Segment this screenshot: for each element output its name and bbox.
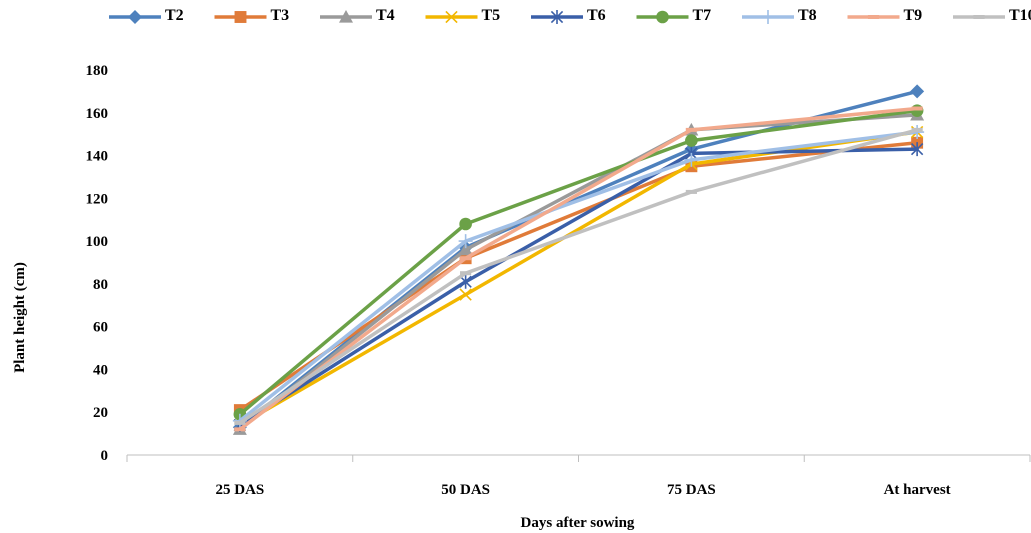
legend-marker-swatch <box>128 10 142 24</box>
legend-item-t9: T9 <box>847 7 923 24</box>
x-axis-tick-label: At harvest <box>884 482 951 498</box>
x-axis-tick-label: 25 DAS <box>215 482 264 498</box>
legend-label: T8 <box>798 7 817 24</box>
legend-marker-swatch <box>234 11 247 23</box>
data-point-t7 <box>459 217 472 231</box>
legend-marker-swatch <box>550 10 564 24</box>
legend-item-t6: T6 <box>531 7 606 24</box>
legend-item-t3: T3 <box>214 7 290 24</box>
series-t6 <box>233 142 924 433</box>
series-line-t9 <box>238 106 919 432</box>
y-axis-tick-label: 40 <box>93 362 108 378</box>
series-line-t2 <box>238 89 919 429</box>
data-point-t10 <box>911 127 923 132</box>
x-axis-tick-labels: 25 DAS 50 DAS 75 DAS At harvest <box>215 482 950 498</box>
chart-axes <box>126 454 1031 462</box>
data-point-t10 <box>234 420 246 425</box>
legend-marker-swatch <box>339 10 353 23</box>
y-axis-tick-label: 60 <box>93 320 108 336</box>
legend-label: T10 <box>1009 7 1031 24</box>
y-axis-tick-label: 140 <box>86 149 109 165</box>
legend-item-t8: T8 <box>742 7 817 24</box>
y-axis-tick-label: 80 <box>93 277 108 293</box>
series-line-t4 <box>238 113 919 432</box>
data-point-t9 <box>685 127 697 132</box>
data-point-t9 <box>911 106 923 111</box>
data-point-t10 <box>685 189 697 194</box>
y-axis-tick-label: 180 <box>86 63 109 79</box>
legend-marker-swatch <box>656 10 669 24</box>
data-point-t9 <box>234 427 246 432</box>
data-point-t6 <box>910 142 924 157</box>
y-axis-tick-label: 100 <box>86 234 109 250</box>
series-line-t5 <box>238 130 919 427</box>
legend-marker-swatch <box>761 10 775 24</box>
data-point-t8 <box>458 234 473 249</box>
series-t3 <box>233 136 924 417</box>
legend-label: T5 <box>482 7 501 24</box>
data-point-t2 <box>910 84 925 99</box>
y-axis-tick-label: 120 <box>86 191 109 207</box>
legend-label: T4 <box>376 7 395 24</box>
y-axis-tick-label: 20 <box>93 405 108 421</box>
data-point-t7 <box>685 134 698 147</box>
data-point-t8 <box>684 152 699 167</box>
x-axis-title: Days after sowing <box>521 515 635 531</box>
legend: T2 T3 T4 T5 T6 T7 T8 T9 T10 <box>109 7 1031 24</box>
series-line-t10 <box>238 128 919 425</box>
legend-marker-swatch <box>867 15 880 19</box>
series-t2 <box>232 84 925 435</box>
legend-label: T9 <box>904 7 923 24</box>
series-line-t7 <box>238 108 919 417</box>
y-axis-title: Plant height (cm) <box>12 262 28 373</box>
series-layer <box>232 84 925 435</box>
legend-item-t4: T4 <box>320 7 395 24</box>
legend-item-t5: T5 <box>425 7 501 24</box>
series-t5 <box>233 125 924 432</box>
legend-marker-swatch <box>445 10 458 24</box>
series-t8 <box>232 125 925 428</box>
data-point-t4 <box>458 242 473 256</box>
legend-item-t7: T7 <box>636 7 712 24</box>
legend-label: T7 <box>693 7 712 24</box>
series-line-t3 <box>238 140 919 412</box>
legend-label: T3 <box>271 7 290 24</box>
x-axis-tick-label: 50 DAS <box>441 482 490 498</box>
data-point-t5 <box>459 288 472 301</box>
legend-marker-swatch <box>973 15 985 19</box>
data-point-t9 <box>460 256 472 261</box>
series-line-t8 <box>238 130 919 423</box>
series-line-t6 <box>238 147 919 427</box>
y-axis-tick-label: 0 <box>101 448 109 464</box>
legend-item-t10: T10 <box>953 7 1031 24</box>
data-point-t10 <box>460 271 472 276</box>
series-t9 <box>234 106 923 432</box>
x-axis-tick-label: 75 DAS <box>667 482 716 498</box>
legend-item-t2: T2 <box>109 7 184 24</box>
y-axis-tick-labels: 0 20 40 60 80 100 120 140 160 180 <box>86 63 109 464</box>
legend-label: T2 <box>165 7 184 24</box>
legend-label: T6 <box>587 7 606 24</box>
series-t10 <box>234 127 923 425</box>
y-axis-tick-label: 160 <box>86 106 109 122</box>
data-point-t6 <box>459 274 472 289</box>
